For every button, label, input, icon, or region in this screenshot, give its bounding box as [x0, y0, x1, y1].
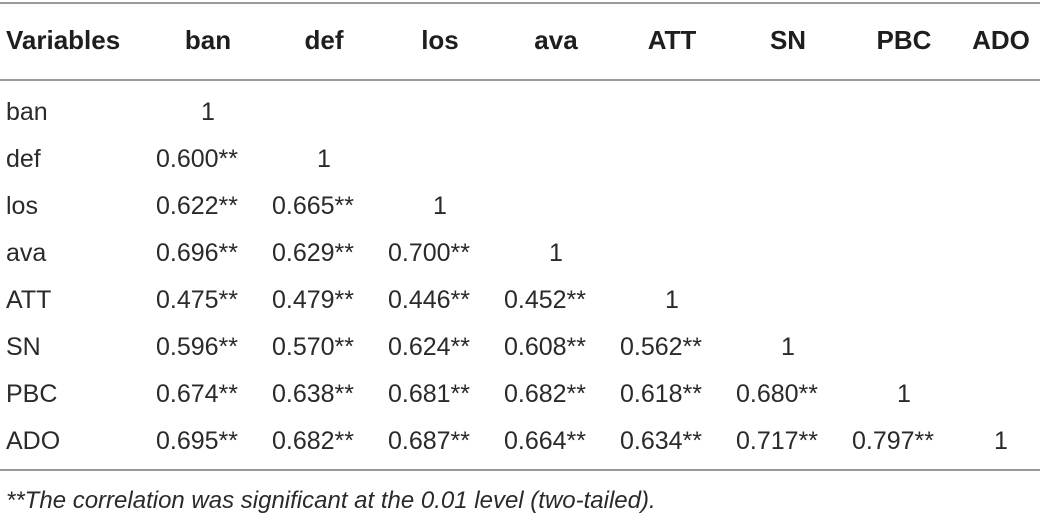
table-cell: 0.700** — [388, 239, 471, 267]
table-bottom-rule — [0, 469, 1040, 471]
empty-cell — [614, 183, 730, 230]
table-cell: 0.452** — [504, 286, 587, 314]
table-cell: 0.600** — [156, 145, 239, 173]
table-cell: 0.475** — [156, 286, 239, 314]
table-cell: 0.638** — [272, 380, 355, 408]
table-cell: 0.446** — [388, 286, 471, 314]
empty-cell — [730, 183, 846, 230]
empty-cell — [498, 89, 614, 136]
table-body: ban 1 def 0.600** 1 los 0.622** 0.665** 1 ava 0.69… — [0, 80, 1040, 465]
empty-cell — [382, 89, 498, 136]
row-label: ATT — [6, 286, 52, 314]
table-cell: 0.622** — [156, 192, 239, 220]
table-cell: 0.665** — [272, 192, 355, 220]
empty-cell — [962, 324, 1040, 371]
table-cell: 0.695** — [156, 427, 239, 455]
empty-cell — [962, 136, 1040, 183]
row-label: ban — [6, 98, 48, 126]
table-cell: 0.629** — [272, 239, 355, 267]
empty-cell — [498, 183, 614, 230]
table-cell: 0.624** — [388, 333, 471, 361]
table-cell: 1 — [549, 239, 563, 267]
table-cell: 1 — [994, 427, 1008, 455]
table-cell: 0.618** — [620, 380, 703, 408]
row-label: def — [6, 145, 41, 173]
table-cell: 0.596** — [156, 333, 239, 361]
table-cell: 1 — [897, 380, 911, 408]
table-cell: 0.681** — [388, 380, 471, 408]
table-cell: 1 — [317, 145, 331, 173]
table-cell: 0.682** — [272, 427, 355, 455]
empty-cell — [846, 230, 962, 277]
table-row: ADO 0.695** 0.682** 0.687** 0.664** 0.634** 0.… — [0, 418, 1040, 465]
table-cell: 0.562** — [620, 333, 703, 361]
empty-cell — [266, 89, 382, 136]
row-label: ADO — [6, 427, 61, 455]
table-row: ATT 0.475** 0.479** 0.446** 0.452** 1 — [0, 277, 1040, 324]
table-row: def 0.600** 1 — [0, 136, 1040, 183]
table-cell: 0.717** — [736, 427, 819, 455]
row-label: SN — [6, 333, 41, 361]
row-label: los — [6, 192, 38, 220]
header-cell: ava — [534, 24, 578, 55]
empty-cell — [962, 183, 1040, 230]
empty-cell — [846, 324, 962, 371]
empty-cell — [846, 277, 962, 324]
table-cell: 1 — [433, 192, 447, 220]
table-cell: 0.674** — [156, 380, 239, 408]
empty-cell — [614, 136, 730, 183]
empty-cell — [962, 277, 1040, 324]
empty-cell — [498, 136, 614, 183]
table-cell: 0.797** — [852, 427, 935, 455]
table-row: ava 0.696** 0.629** 0.700** 1 — [0, 230, 1040, 277]
table-row: ban 1 — [0, 89, 1040, 136]
empty-cell — [846, 183, 962, 230]
empty-cell — [614, 89, 730, 136]
table-cell: 0.570** — [272, 333, 355, 361]
header-cell: los — [421, 24, 459, 55]
table-cell: 1 — [781, 333, 795, 361]
correlation-table: Variables ban def los ava ATT SN PBC ADO… — [0, 0, 1040, 465]
empty-cell — [846, 136, 962, 183]
table-cell: 0.634** — [620, 427, 703, 455]
table-row: SN 0.596** 0.570** 0.624** 0.608** 0.562** 1 — [0, 324, 1040, 371]
empty-cell — [962, 371, 1040, 418]
table-cell: 0.680** — [736, 380, 819, 408]
header-cell: Variables — [6, 24, 121, 55]
header-cell: ADO — [972, 24, 1030, 55]
row-label: ava — [6, 239, 47, 267]
table-cell: 1 — [665, 286, 679, 314]
header-cell: PBC — [876, 24, 932, 55]
table-cell: 0.608** — [504, 333, 587, 361]
table-row: PBC 0.674** 0.638** 0.681** 0.682** 0.618** 0.… — [0, 371, 1040, 418]
empty-cell — [730, 230, 846, 277]
header-cell: def — [304, 24, 344, 55]
table-cell: 0.479** — [272, 286, 355, 314]
header-cell: SN — [769, 24, 807, 55]
empty-cell — [730, 136, 846, 183]
table-cell: 0.682** — [504, 380, 587, 408]
empty-cell — [846, 89, 962, 136]
header-rule — [0, 79, 1040, 81]
table-top-rule — [0, 2, 1040, 4]
table-cell: 0.664** — [504, 427, 587, 455]
row-label: PBC — [6, 380, 58, 408]
header-cell: ATT — [647, 24, 697, 55]
table-cell: 0.687** — [388, 427, 471, 455]
empty-cell — [382, 136, 498, 183]
table-cell: 1 — [201, 98, 215, 126]
empty-cell — [730, 277, 846, 324]
table-footnote: **The correlation was significant at the… — [6, 487, 656, 514]
empty-cell — [614, 230, 730, 277]
header-cell: ban — [184, 24, 232, 55]
empty-cell — [962, 230, 1040, 277]
table-row: los 0.622** 0.665** 1 — [0, 183, 1040, 230]
header-row: Variables ban def los ava ATT SN PBC ADO — [0, 0, 1040, 80]
table-cell: 0.696** — [156, 239, 239, 267]
empty-cell — [962, 89, 1040, 136]
empty-cell — [730, 89, 846, 136]
